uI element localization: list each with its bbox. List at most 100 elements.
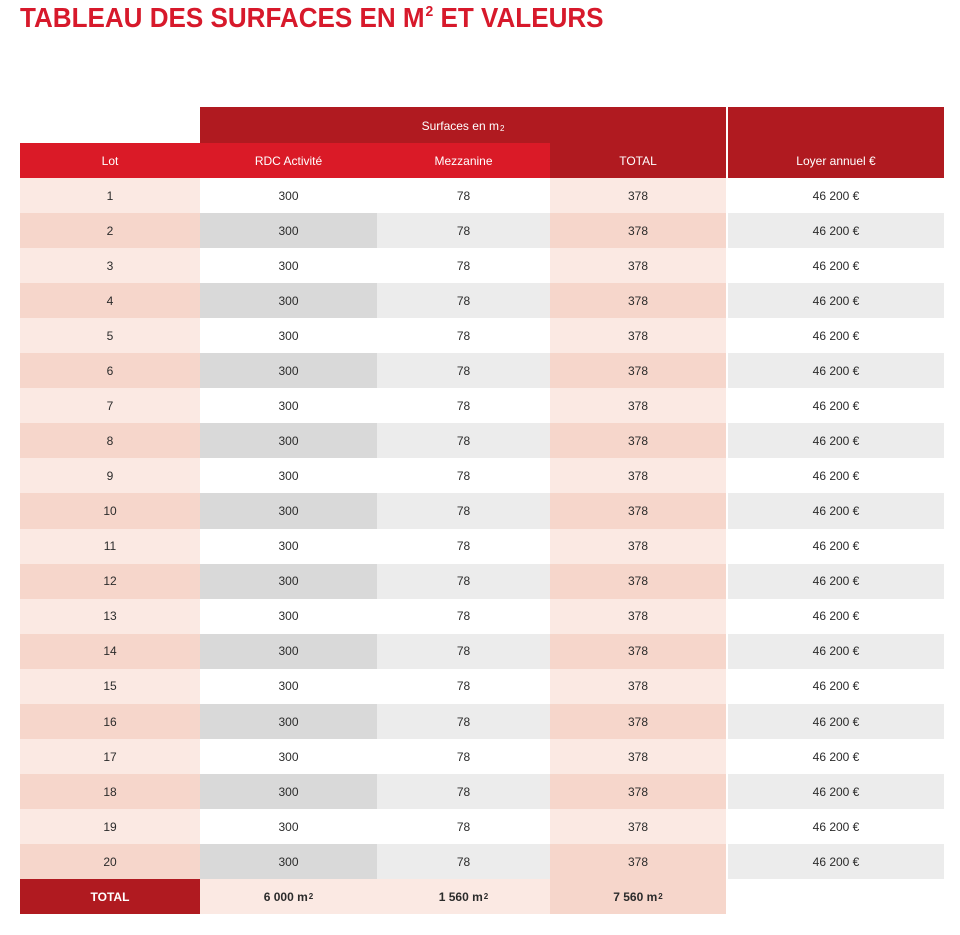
cell-lot: 17 — [20, 738, 200, 775]
cell-mezzanine: 78 — [377, 213, 550, 249]
cell-loyer: 46 200 € — [728, 528, 944, 565]
header-rdc: RDC Activité — [200, 143, 377, 178]
cell-lot: 18 — [20, 773, 200, 810]
cell-total: 378 — [550, 248, 726, 284]
cell-lot: 13 — [20, 598, 200, 635]
cell-rdc: 300 — [200, 493, 377, 529]
cell-loyer: 46 200 € — [728, 388, 944, 424]
cell-loyer: 46 200 € — [728, 318, 944, 354]
cell-loyer: 46 200 € — [728, 458, 944, 494]
cell-mezzanine: 78 — [377, 738, 550, 775]
cell-lot: 8 — [20, 423, 200, 459]
cell-total: 378 — [550, 738, 726, 775]
cell-rdc: 300 — [200, 458, 377, 494]
cell-mezzanine: 78 — [377, 493, 550, 529]
cell-mezzanine: 78 — [377, 703, 550, 740]
cell-rdc: 300 — [200, 843, 377, 880]
cell-mezzanine: 78 — [377, 598, 550, 635]
cell-lot: 16 — [20, 703, 200, 740]
cell-total: 378 — [550, 458, 726, 494]
cell-lot: 15 — [20, 668, 200, 705]
cell-lot: 2 — [20, 213, 200, 249]
cell-total: 378 — [550, 178, 726, 214]
cell-total: 378 — [550, 668, 726, 705]
cell-loyer: 46 200 € — [728, 213, 944, 249]
cell-lot: 5 — [20, 318, 200, 354]
cell-rdc: 300 — [200, 283, 377, 319]
cell-loyer: 46 200 € — [728, 808, 944, 845]
header-total: TOTAL — [619, 153, 657, 168]
cell-loyer: 46 200 € — [728, 283, 944, 319]
cell-mezzanine: 78 — [377, 528, 550, 565]
cell-lot: 7 — [20, 388, 200, 424]
cell-loyer: 46 200 € — [728, 493, 944, 529]
cell-total: 378 — [550, 423, 726, 459]
cell-total: 378 — [550, 353, 726, 389]
cell-lot: 19 — [20, 808, 200, 845]
cell-total: 378 — [550, 703, 726, 740]
cell-loyer: 46 200 € — [728, 668, 944, 705]
cell-total: 378 — [550, 808, 726, 845]
cell-total: 378 — [550, 773, 726, 810]
cell-total: 378 — [550, 213, 726, 249]
cell-mezzanine: 78 — [377, 563, 550, 600]
cell-lot: 20 — [20, 843, 200, 880]
cell-loyer: 46 200 € — [728, 353, 944, 389]
cell-loyer: 46 200 € — [728, 738, 944, 775]
cell-lot: 14 — [20, 633, 200, 670]
cell-rdc: 300 — [200, 388, 377, 424]
cell-rdc: 300 — [200, 668, 377, 705]
cell-loyer: 46 200 € — [728, 633, 944, 670]
header-total-block — [550, 143, 726, 178]
cell-mezzanine: 78 — [377, 808, 550, 845]
cell-mezzanine: 78 — [377, 388, 550, 424]
cell-mezzanine: 78 — [377, 458, 550, 494]
header-loyer: Loyer annuel € — [796, 153, 876, 168]
header-mezzanine: Mezzanine — [377, 143, 550, 178]
cell-lot: 1 — [20, 178, 200, 214]
cell-rdc: 300 — [200, 563, 377, 600]
cell-rdc: 300 — [200, 178, 377, 214]
cell-mezzanine: 78 — [377, 178, 550, 214]
cell-total: 378 — [550, 528, 726, 565]
cell-rdc: 300 — [200, 318, 377, 354]
cell-mezzanine: 78 — [377, 843, 550, 880]
cell-loyer: 46 200 € — [728, 703, 944, 740]
cell-rdc: 300 — [200, 633, 377, 670]
cell-lot: 10 — [20, 493, 200, 529]
cell-lot: 12 — [20, 563, 200, 600]
cell-loyer: 46 200 € — [728, 598, 944, 635]
cell-rdc: 300 — [200, 598, 377, 635]
cell-total: 378 — [550, 283, 726, 319]
cell-rdc: 300 — [200, 703, 377, 740]
cell-total: 378 — [550, 318, 726, 354]
page-title: TABLEAU DES SURFACES EN M2 ET VALEURS — [20, 2, 604, 33]
cell-lot: 3 — [20, 248, 200, 284]
cell-rdc: 300 — [200, 213, 377, 249]
cell-lot: 11 — [20, 528, 200, 565]
cell-loyer: 46 200 € — [728, 178, 944, 214]
footer-total-label: TOTAL — [20, 879, 200, 914]
cell-rdc: 300 — [200, 423, 377, 459]
cell-rdc: 300 — [200, 353, 377, 389]
cell-mezzanine: 78 — [377, 633, 550, 670]
cell-mezzanine: 78 — [377, 353, 550, 389]
cell-rdc: 300 — [200, 773, 377, 810]
cell-rdc: 300 — [200, 738, 377, 775]
cell-rdc: 300 — [200, 248, 377, 284]
header-loyer-block — [728, 107, 944, 178]
cell-total: 378 — [550, 563, 726, 600]
cell-rdc: 300 — [200, 808, 377, 845]
cell-mezzanine: 78 — [377, 283, 550, 319]
cell-mezzanine: 78 — [377, 318, 550, 354]
cell-loyer: 46 200 € — [728, 843, 944, 880]
cell-mezzanine: 78 — [377, 248, 550, 284]
cell-total: 378 — [550, 598, 726, 635]
cell-mezzanine: 78 — [377, 773, 550, 810]
cell-loyer: 46 200 € — [728, 423, 944, 459]
